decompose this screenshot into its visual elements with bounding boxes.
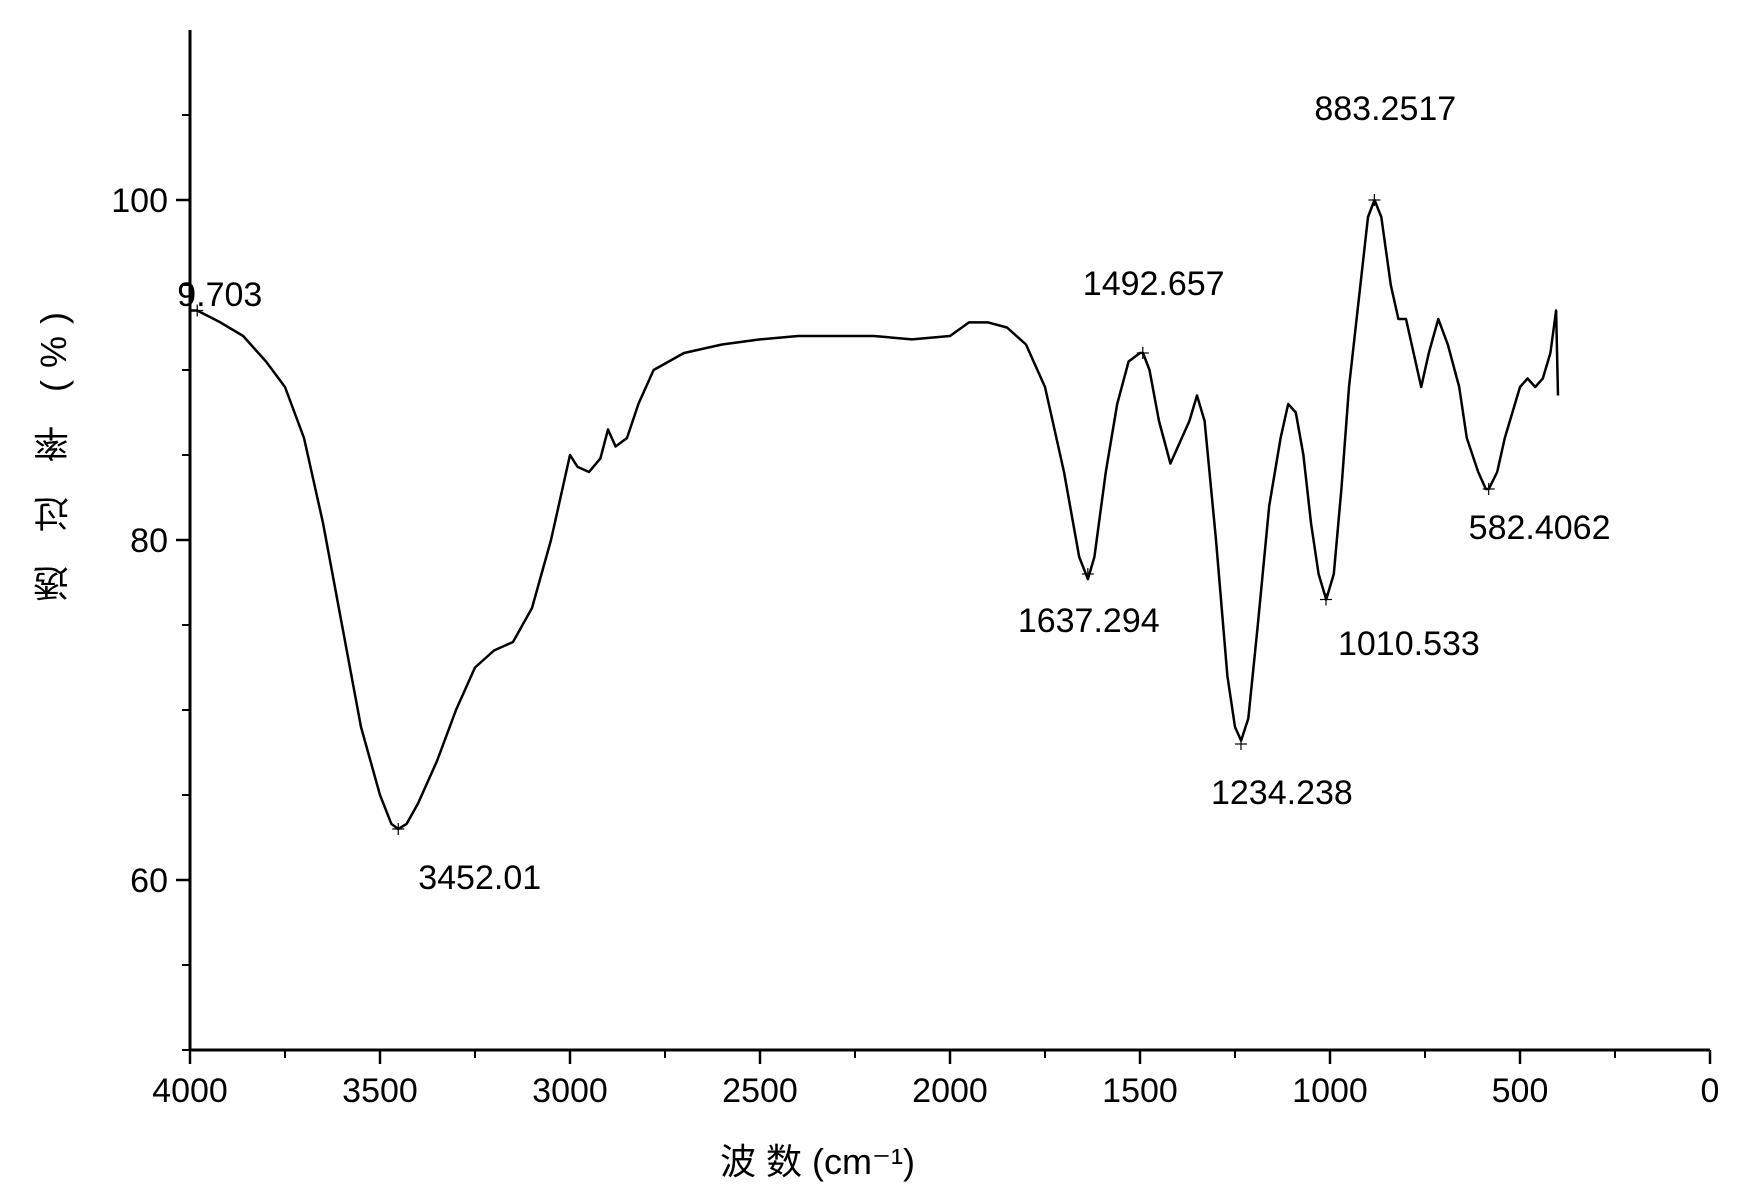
svg-text:500: 500	[1492, 1072, 1549, 1110]
svg-text:2500: 2500	[722, 1072, 798, 1110]
peak-label: 9.703	[177, 276, 262, 315]
peak-label: 883.2517	[1314, 90, 1456, 129]
peak-label: 1010.533	[1338, 625, 1480, 664]
peak-label: 3452.01	[418, 859, 541, 898]
y-axis-label: 透 过 率 (%)	[28, 300, 80, 602]
svg-text:1000: 1000	[1292, 1072, 1368, 1110]
peak-label: 1234.238	[1211, 774, 1353, 813]
svg-text:60: 60	[130, 862, 168, 900]
svg-text:100: 100	[111, 182, 168, 220]
svg-text:1500: 1500	[1102, 1072, 1178, 1110]
svg-text:3000: 3000	[532, 1072, 608, 1110]
peak-label: 1637.294	[1018, 602, 1160, 641]
peak-label: 1492.657	[1083, 265, 1225, 304]
svg-text:3500: 3500	[342, 1072, 418, 1110]
peak-label: 582.4062	[1469, 509, 1611, 548]
svg-text:0: 0	[1701, 1072, 1720, 1110]
x-axis-label: 波 数 (cm⁻¹)	[720, 1133, 915, 1185]
ir-spectrum-chart: 608010040003500300025002000150010005000 …	[0, 0, 1757, 1193]
svg-text:4000: 4000	[152, 1072, 228, 1110]
svg-text:80: 80	[130, 522, 168, 560]
svg-text:2000: 2000	[912, 1072, 988, 1110]
chart-svg: 60 80 100 4000 3500 3000 2500 2000 1500 1000 500 0	[0, 0, 1757, 1193]
